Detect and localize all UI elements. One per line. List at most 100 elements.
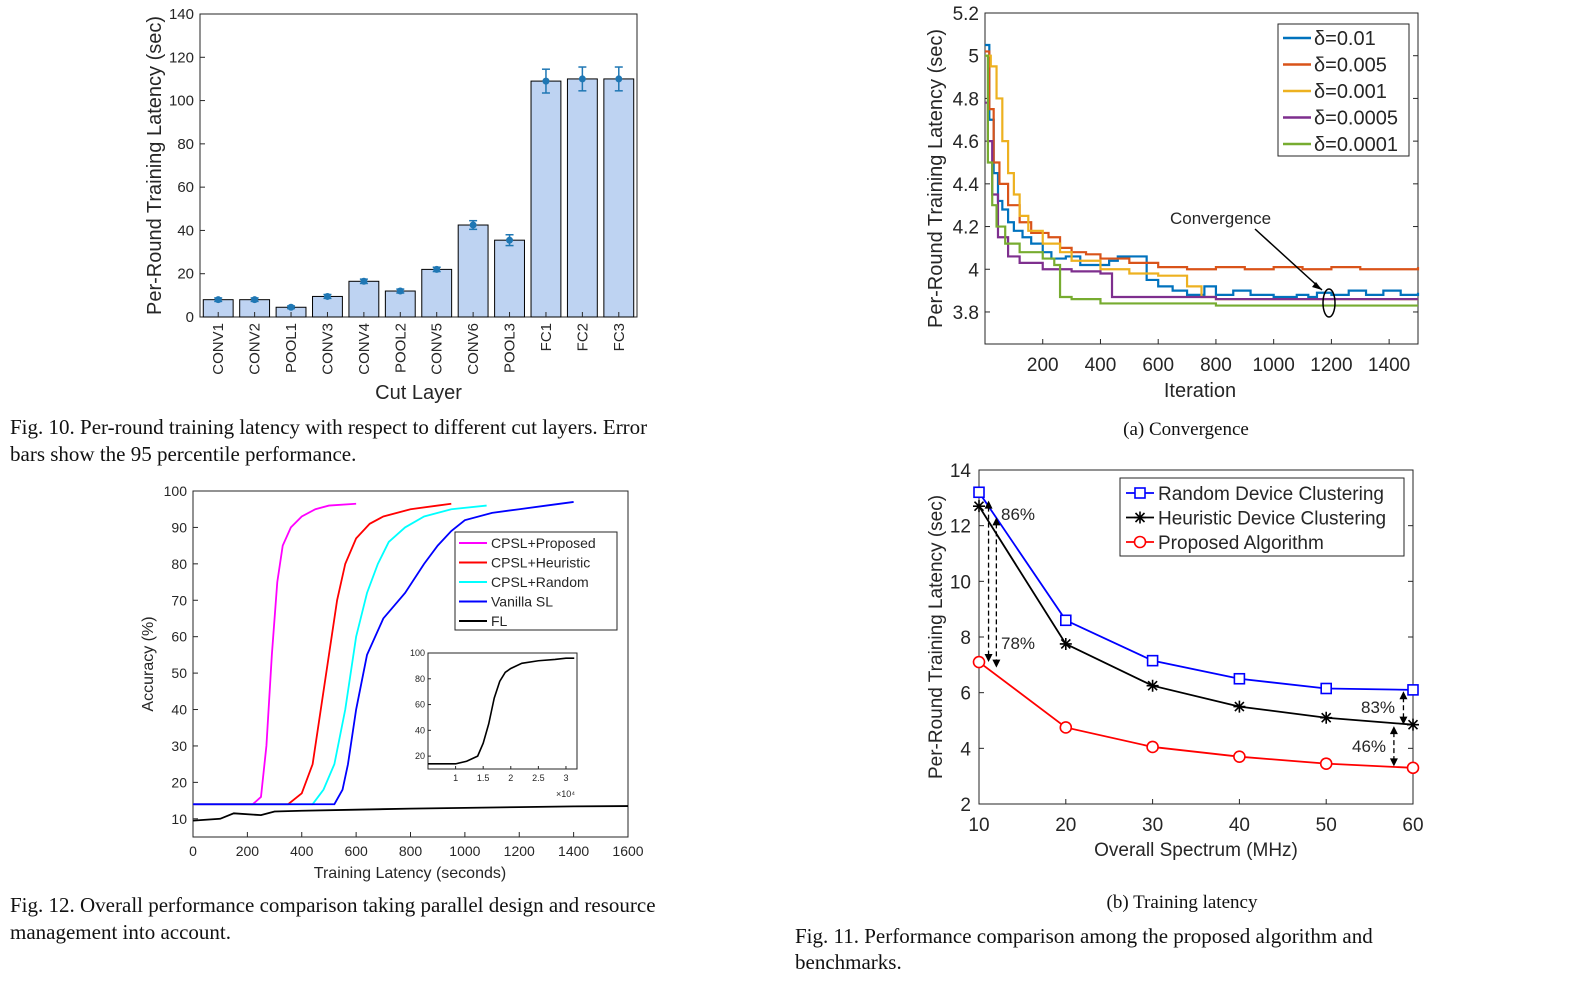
inset-x-tick-label: 3 xyxy=(563,773,568,783)
series-line-0 xyxy=(985,43,1420,299)
legend-marker xyxy=(1133,535,1147,549)
y-tick-label: 40 xyxy=(171,702,187,718)
y-tick-label: 4.8 xyxy=(953,89,979,110)
data-marker xyxy=(1233,750,1246,763)
x-tick-label: CONV1 xyxy=(210,323,227,375)
legend-label: CPSL+Proposed xyxy=(491,535,596,551)
x-tick-label: 60 xyxy=(1402,815,1423,836)
legend-label: CPSL+Random xyxy=(491,574,589,590)
inset-x-tick-label: 1.5 xyxy=(477,773,490,783)
data-point xyxy=(433,265,441,273)
data-marker xyxy=(1320,711,1333,724)
x-tick-label: CONV3 xyxy=(319,323,336,375)
y-axis-label: Per-Round Training Latency (sec) xyxy=(926,495,947,779)
x-tick-label: 20 xyxy=(1055,815,1076,836)
y-axis-label: Per-Round Training Latency (sec) xyxy=(144,16,166,315)
annotation-78: 78% xyxy=(1001,634,1035,653)
data-point xyxy=(615,75,623,83)
series-line-1 xyxy=(985,50,1420,271)
series-line-3 xyxy=(193,501,574,806)
fig11b-latency-chart: 2 4 6 8 10 12 14 10 20 30 40 50 60 86% 78% 83% 46% Random… xyxy=(926,461,1424,861)
legend-label: Heuristic Device Clustering xyxy=(1158,509,1386,530)
legend-label: δ=0.01 xyxy=(1314,28,1376,50)
x-axis-label: Iteration xyxy=(1164,380,1236,402)
data-point xyxy=(578,75,586,83)
y-tick-label: 60 xyxy=(177,179,194,196)
x-tick-label: 1000 xyxy=(449,843,480,859)
y-tick-label: 20 xyxy=(177,266,194,283)
annotation-text: Convergence xyxy=(1170,209,1271,228)
arrow-78-head xyxy=(992,659,1001,668)
bar xyxy=(421,268,453,318)
data-point xyxy=(323,292,331,300)
legend-marker xyxy=(1134,511,1146,524)
data-marker xyxy=(1146,679,1159,692)
y-tick-label: 140 xyxy=(169,6,194,23)
fig11-caption-line2: benchmarks. xyxy=(795,950,902,974)
data-marker xyxy=(1407,718,1419,731)
inset-y-tick-label: 20 xyxy=(415,751,425,761)
x-tick-label: 40 xyxy=(1229,815,1250,836)
y-tick-label: 14 xyxy=(950,461,972,482)
x-axis-label: Overall Spectrum (MHz) xyxy=(1094,840,1298,861)
fig10-caption-line1: Fig. 10. Per-round training latency with… xyxy=(10,415,647,439)
legend-label: FL xyxy=(491,613,508,629)
x-tick-label: 200 xyxy=(236,843,260,859)
arrow-86-head xyxy=(984,654,993,663)
x-tick-label: FC2 xyxy=(574,323,591,351)
plot-frame xyxy=(199,13,638,318)
series-line-2 xyxy=(978,661,1414,769)
data-point xyxy=(251,296,259,304)
y-tick-label: 4.6 xyxy=(953,132,979,153)
annotation-ellipse xyxy=(1322,288,1336,318)
arrow-83-head xyxy=(1399,716,1408,725)
bar xyxy=(348,280,380,318)
x-tick-label: 600 xyxy=(344,843,368,859)
data-marker xyxy=(1406,761,1420,775)
data-marker xyxy=(1233,672,1246,685)
y-tick-label: 2 xyxy=(960,795,971,816)
y-tick-label: 70 xyxy=(171,592,187,608)
bar xyxy=(566,78,598,318)
legend-marker xyxy=(1134,487,1146,499)
x-axis-label: Training Latency (seconds) xyxy=(314,865,506,882)
data-point xyxy=(360,277,368,285)
x-tick-label: 1200 xyxy=(504,843,535,859)
x-tick-label: CONV5 xyxy=(429,323,446,375)
inset-y-tick-label: 80 xyxy=(415,674,425,684)
annotation-arrow xyxy=(1254,228,1323,291)
x-tick-label: POOL1 xyxy=(283,323,300,373)
y-tick-label: 50 xyxy=(171,665,187,681)
data-marker xyxy=(1059,721,1073,734)
x-tick-label: 800 xyxy=(399,843,423,859)
y-tick-label: 6 xyxy=(960,684,971,705)
arrow-78-head xyxy=(992,517,1001,526)
data-point xyxy=(287,303,295,311)
x-axis-label: Cut Layer xyxy=(375,382,462,404)
x-tick-label: 200 xyxy=(1027,355,1059,376)
y-tick-label: 30 xyxy=(171,738,187,754)
bar xyxy=(603,78,635,318)
series-line-4 xyxy=(985,54,1418,307)
x-tick-label: 1600 xyxy=(612,843,643,859)
x-tick-label: 0 xyxy=(189,843,197,859)
y-tick-label: 10 xyxy=(950,572,971,593)
annotation-83: 83% xyxy=(1361,698,1395,717)
y-tick-label: 80 xyxy=(177,136,194,153)
series-line-0 xyxy=(978,491,1414,691)
legend-label: δ=0.005 xyxy=(1314,55,1387,77)
x-tick-label: POOL3 xyxy=(502,323,519,373)
y-tick-label: 5.2 xyxy=(953,4,979,25)
arrow-46-head xyxy=(1389,758,1398,767)
y-tick-label: 4.2 xyxy=(953,218,979,239)
y-tick-label: 100 xyxy=(164,483,188,499)
y-tick-label: 60 xyxy=(171,629,187,645)
x-tick-label: 400 xyxy=(1085,355,1117,376)
data-marker xyxy=(1407,684,1419,696)
bar xyxy=(494,239,525,318)
fig11a-convergence-chart: 3.8 4 4.2 4.4 4.6 4.8 5 5.2 200 400 600 800 1000 1200… xyxy=(925,4,1420,402)
data-marker xyxy=(1233,700,1246,713)
x-tick-label: 1200 xyxy=(1310,355,1352,376)
